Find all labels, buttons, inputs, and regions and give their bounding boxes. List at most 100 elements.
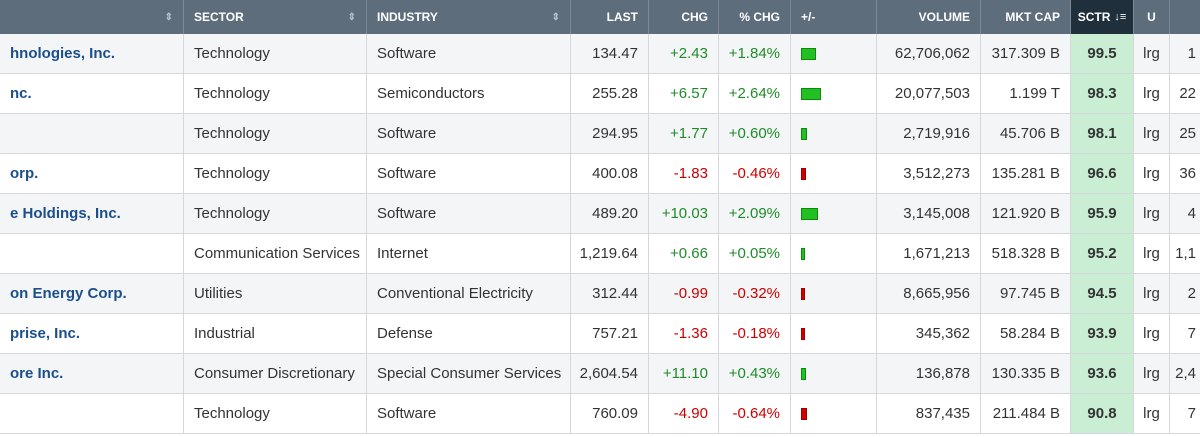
sctr-cell: 93.9	[1071, 314, 1134, 353]
chg-column-header[interactable]: CHG	[649, 0, 719, 34]
change-cell-text: +0.66	[670, 245, 708, 262]
company-name-link-text[interactable]: e Holdings, Inc.	[10, 205, 121, 222]
company-name-link-text[interactable]: orp.	[10, 165, 39, 182]
industry-cell-text: Internet	[377, 245, 428, 262]
sector-cell: Consumer Discretionary	[184, 354, 367, 393]
industry-column-header[interactable]: INDUSTRY ⇕	[367, 0, 571, 34]
change-bar	[801, 47, 816, 60]
extra-cell: 7	[1170, 314, 1200, 353]
sctr-cell: 95.2	[1071, 234, 1134, 273]
mkt-cap-cell: 211.484 B	[981, 394, 1071, 433]
pct-change-cell-text: +1.84%	[728, 45, 780, 62]
sctr-cell: 94.5	[1071, 274, 1134, 313]
table-row[interactable]: prise, Inc. Industrial Defense 757.21 -1.36 -…	[0, 314, 1200, 354]
change-cell-text: -1.83	[673, 165, 708, 182]
sctr-cell: 98.3	[1071, 74, 1134, 113]
universe-cell: lrg	[1134, 314, 1170, 353]
sort-icon[interactable]: ⇕	[551, 11, 560, 23]
industry-cell-text: Software	[377, 205, 437, 222]
industry-cell: Conventional Electricity	[367, 274, 571, 313]
company-name-link[interactable]: orp.	[0, 154, 184, 193]
mkt-cap-cell: 121.920 B	[981, 194, 1071, 233]
table-row[interactable]: hnologies, Inc. Technology Software 134.47 +…	[0, 34, 1200, 74]
company-name-link[interactable]: e Holdings, Inc.	[0, 194, 184, 233]
universe-cell-text: lrg	[1143, 325, 1160, 342]
mkt-cap-cell-text: 518.328 B	[991, 245, 1060, 262]
table-row[interactable]: orp. Technology Software 400.08 -1.83 -0.46% 3…	[0, 154, 1200, 194]
change-cell: -1.36	[649, 314, 719, 353]
company-name-link-text[interactable]: nc.	[10, 85, 32, 102]
plus-minus-column-header[interactable]: +/-	[791, 0, 877, 34]
mkt-cap-cell-text: 1.199 T	[1009, 85, 1060, 102]
change-bar	[801, 167, 806, 180]
industry-cell-text: Special Consumer Services	[377, 365, 562, 382]
company-name-link[interactable]	[0, 394, 184, 433]
mkt-cap-column-header[interactable]: MKT CAP	[981, 0, 1071, 34]
extra-column-header[interactable]	[1170, 0, 1200, 34]
company-name-link[interactable]: on Energy Corp.	[0, 274, 184, 313]
table-row[interactable]: on Energy Corp. Utilities Conventional Ele…	[0, 274, 1200, 314]
change-cell: +6.57	[649, 74, 719, 113]
volume-cell-text: 136,878	[915, 365, 970, 382]
change-bar-cell	[791, 154, 877, 193]
last-price-cell-text: 134.47	[592, 45, 638, 62]
name-column-header[interactable]: ⇕	[0, 0, 184, 34]
company-name-link[interactable]: hnologies, Inc.	[0, 34, 184, 73]
volume-cell: 1,671,213	[877, 234, 981, 273]
pct-change-cell: -0.46%	[719, 154, 791, 193]
pct-change-cell-text: +2.64%	[728, 85, 780, 102]
last-price-cell-text: 294.95	[592, 125, 638, 142]
pct-change-cell-text: -0.18%	[732, 325, 780, 342]
change-cell: -0.99	[649, 274, 719, 313]
company-name-link[interactable]: ore Inc.	[0, 354, 184, 393]
company-name-link[interactable]: prise, Inc.	[0, 314, 184, 353]
volume-cell: 2,719,916	[877, 114, 981, 153]
table-header: ⇕ SECTOR ⇕ INDUSTRY ⇕ LAST CHG % CHG +/- V…	[0, 0, 1200, 34]
volume-column-header[interactable]: VOLUME	[877, 0, 981, 34]
table-row[interactable]: Technology Software 760.09 -4.90 -0.64% 837,4…	[0, 394, 1200, 434]
last-price-cell: 489.20	[571, 194, 649, 233]
mkt-cap-header-label: MKT CAP	[1005, 10, 1060, 24]
change-cell-text: -4.90	[673, 405, 708, 422]
sector-column-header[interactable]: SECTOR ⇕	[184, 0, 367, 34]
u-column-header[interactable]: U	[1134, 0, 1170, 34]
table-row[interactable]: Technology Software 294.95 +1.77 +0.60% 2,719…	[0, 114, 1200, 154]
change-bar	[801, 207, 818, 220]
change-cell-text: +1.77	[670, 125, 708, 142]
company-name-link-text[interactable]: on Energy Corp.	[10, 285, 127, 302]
company-name-link-text[interactable]: ore Inc.	[10, 365, 64, 382]
table-row[interactable]: e Holdings, Inc. Technology Software 489.20…	[0, 194, 1200, 234]
company-name-link[interactable]	[0, 114, 184, 153]
sector-cell: Technology	[184, 74, 367, 113]
change-cell: -1.83	[649, 154, 719, 193]
table-row[interactable]: nc. Technology Semiconductors 255.28 +6.57 +2…	[0, 74, 1200, 114]
change-bar-cell	[791, 74, 877, 113]
sctr-cell-text: 98.1	[1087, 125, 1117, 142]
company-name-link[interactable]: nc.	[0, 74, 184, 113]
sort-icon[interactable]: ⇕	[164, 11, 173, 23]
change-bar	[801, 287, 805, 300]
change-bar-cell	[791, 194, 877, 233]
extra-cell: 36	[1170, 154, 1200, 193]
pct-chg-column-header[interactable]: % CHG	[719, 0, 791, 34]
mkt-cap-cell-text: 135.281 B	[991, 165, 1060, 182]
last-column-header[interactable]: LAST	[571, 0, 649, 34]
table-row[interactable]: ore Inc. Consumer Discretionary Special Co…	[0, 354, 1200, 394]
company-name-link-text[interactable]: hnologies, Inc.	[10, 45, 116, 62]
company-name-link[interactable]	[0, 234, 184, 273]
company-name-link-text[interactable]: prise, Inc.	[10, 325, 81, 342]
universe-cell: lrg	[1134, 114, 1170, 153]
sctr-column-header[interactable]: SCTR ↓≡	[1071, 0, 1134, 34]
extra-cell: 1	[1170, 34, 1200, 73]
sort-descending-icon[interactable]: ↓≡	[1114, 11, 1127, 23]
universe-cell-text: lrg	[1143, 365, 1160, 382]
last-price-cell: 294.95	[571, 114, 649, 153]
volume-cell-text: 3,145,008	[903, 205, 970, 222]
extra-cell-text: 36	[1179, 165, 1196, 182]
sort-icon[interactable]: ⇕	[347, 11, 356, 23]
pct-change-cell-text: +0.60%	[728, 125, 780, 142]
extra-cell-text: 4	[1187, 205, 1196, 222]
universe-cell-text: lrg	[1143, 165, 1160, 182]
table-row[interactable]: Communication Services Internet 1,219.64 +0…	[0, 234, 1200, 274]
